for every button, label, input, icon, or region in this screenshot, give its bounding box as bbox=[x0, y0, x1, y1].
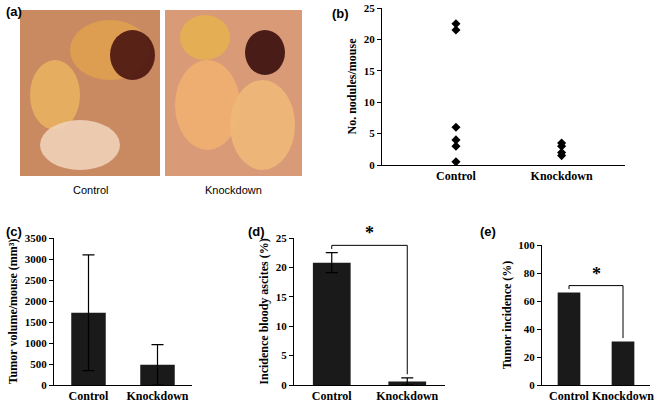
svg-text:(a): (a) bbox=[6, 4, 22, 19]
svg-text:25: 25 bbox=[364, 2, 376, 14]
svg-text:*: * bbox=[365, 223, 374, 243]
svg-text:60: 60 bbox=[524, 295, 536, 307]
svg-text:20: 20 bbox=[524, 351, 536, 363]
svg-text:Control: Control bbox=[73, 184, 108, 196]
svg-text:Control: Control bbox=[69, 389, 109, 403]
svg-text:5: 5 bbox=[369, 127, 375, 139]
svg-text:Knockdown: Knockdown bbox=[592, 389, 654, 403]
svg-text:1000: 1000 bbox=[25, 337, 48, 349]
svg-text:Knockdown: Knockdown bbox=[126, 389, 188, 403]
svg-text:3500: 3500 bbox=[25, 232, 48, 244]
svg-text:(c): (c) bbox=[6, 224, 22, 239]
svg-text:2000: 2000 bbox=[25, 295, 48, 307]
svg-text:(d): (d) bbox=[248, 224, 265, 239]
svg-text:(e): (e) bbox=[480, 224, 496, 239]
svg-text:3000: 3000 bbox=[25, 253, 48, 265]
svg-text:20: 20 bbox=[364, 33, 376, 45]
svg-text:0: 0 bbox=[41, 379, 47, 391]
svg-text:Tumor incidence (%): Tumor incidence (%) bbox=[500, 261, 514, 370]
svg-text:Incidence bloody ascites (%): Incidence bloody ascites (%) bbox=[257, 238, 271, 384]
svg-text:Knockdown: Knockdown bbox=[376, 389, 438, 403]
svg-text:20: 20 bbox=[276, 261, 288, 273]
svg-text:100: 100 bbox=[518, 239, 535, 251]
svg-text:25: 25 bbox=[276, 232, 288, 244]
svg-text:Tumor volume/mouse (mm³): Tumor volume/mouse (mm³) bbox=[6, 239, 20, 385]
svg-text:15: 15 bbox=[276, 291, 288, 303]
svg-text:*: * bbox=[592, 264, 601, 284]
svg-text:2500: 2500 bbox=[25, 274, 48, 286]
svg-text:Control: Control bbox=[312, 389, 352, 403]
svg-text:(b): (b) bbox=[332, 6, 349, 21]
svg-text:40: 40 bbox=[524, 323, 536, 335]
svg-text:No. nodules/mouse: No. nodules/mouse bbox=[345, 38, 359, 135]
svg-text:10: 10 bbox=[364, 96, 376, 108]
svg-text:Knockdown: Knockdown bbox=[531, 169, 593, 183]
svg-text:Control: Control bbox=[549, 389, 589, 403]
svg-text:80: 80 bbox=[524, 267, 536, 279]
svg-text:0: 0 bbox=[281, 379, 287, 391]
svg-text:1500: 1500 bbox=[25, 316, 48, 328]
svg-text:500: 500 bbox=[30, 358, 47, 370]
svg-text:Knockdown: Knockdown bbox=[205, 184, 262, 196]
svg-text:0: 0 bbox=[369, 159, 375, 171]
svg-text:10: 10 bbox=[276, 320, 288, 332]
svg-text:Control: Control bbox=[436, 169, 476, 183]
svg-text:5: 5 bbox=[281, 349, 287, 361]
svg-text:15: 15 bbox=[364, 65, 376, 77]
svg-text:0: 0 bbox=[529, 379, 535, 391]
